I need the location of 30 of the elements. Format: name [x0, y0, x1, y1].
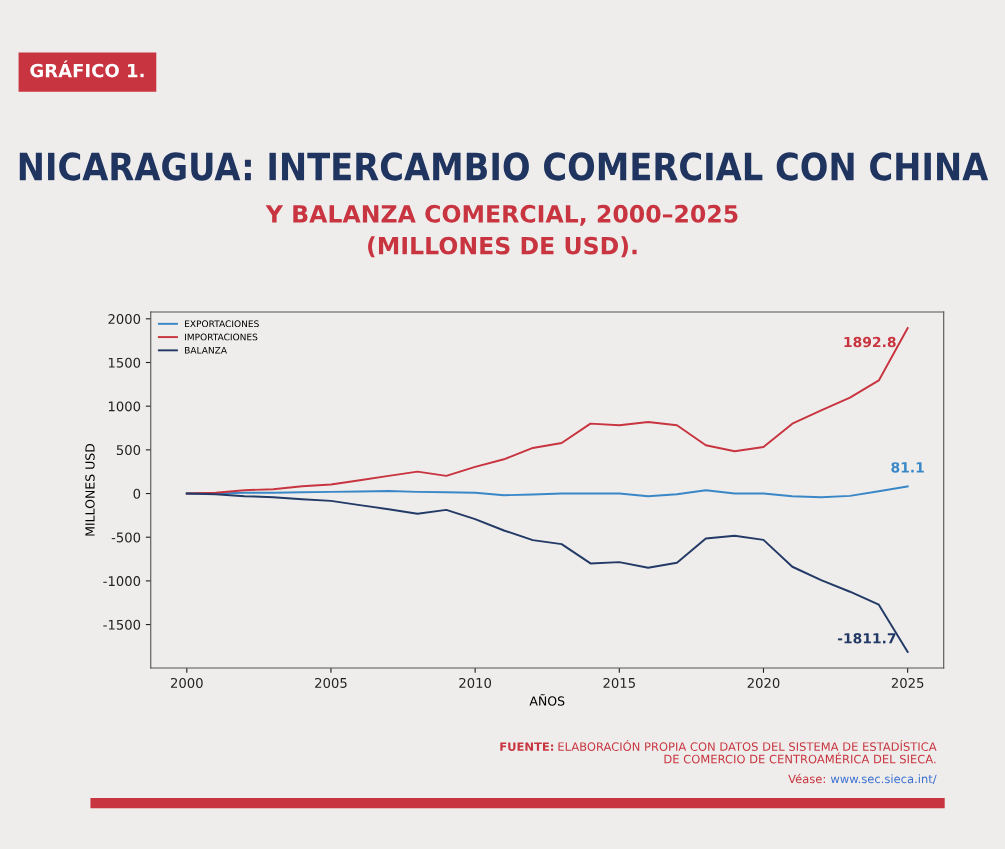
chart-title: NICARAGUA: INTERCAMBIO COMERCIAL CON CHINA — [19, 152, 989, 181]
y-tick-label: 1500 — [108, 357, 141, 368]
text: www.sec.sieca.int/ — [830, 774, 937, 785]
y-tick-label: 500 — [116, 445, 141, 456]
x-tick-label: 2025 — [891, 677, 924, 688]
y-tick-label: 2000 — [108, 314, 141, 325]
source-note: FUENTE: — [500, 742, 554, 751]
y-tick-label: -1000 — [103, 576, 141, 587]
y-tick-label: -500 — [111, 532, 141, 543]
text: Véase: — [788, 773, 825, 784]
data-label: -1811.7 — [837, 633, 896, 644]
data-label: 81.1 — [891, 462, 924, 473]
y-tick-label: -1500 — [103, 619, 141, 630]
data-label: 1892.8 — [844, 336, 896, 348]
legend-label: BALANZA — [185, 346, 227, 354]
x-tick-label: 2020 — [747, 677, 780, 688]
x-axis-title: AÑOS — [529, 694, 565, 706]
y-axis-title: MILLONES USD — [85, 443, 95, 536]
legend-label: IMPORTACIONES — [185, 333, 258, 341]
legend-label: EXPORTACIONES — [185, 320, 259, 328]
y-tick-label: 0 — [133, 488, 141, 499]
y-tick-label: 1000 — [108, 401, 141, 412]
chart-subtitle: Y BALANZA COMERCIAL, 2000–2025 (MILLONES DE USD). — [265, 204, 738, 258]
line-series — [185, 492, 909, 653]
text: GRÁFICO 1. — [30, 60, 144, 78]
text: ELABORACIÓN PROPIA CON DATOS DEL SISTEMA DE ESTADÍSTICA DE COMERCIO DE CENTROAMÉRICA DEL SIECA. — [558, 740, 937, 764]
x-tick-label: 2005 — [315, 677, 347, 688]
x-tick-label: 2015 — [603, 677, 635, 688]
x-tick-label: 2000 — [170, 677, 203, 688]
x-tick-label: 2010 — [459, 677, 492, 688]
